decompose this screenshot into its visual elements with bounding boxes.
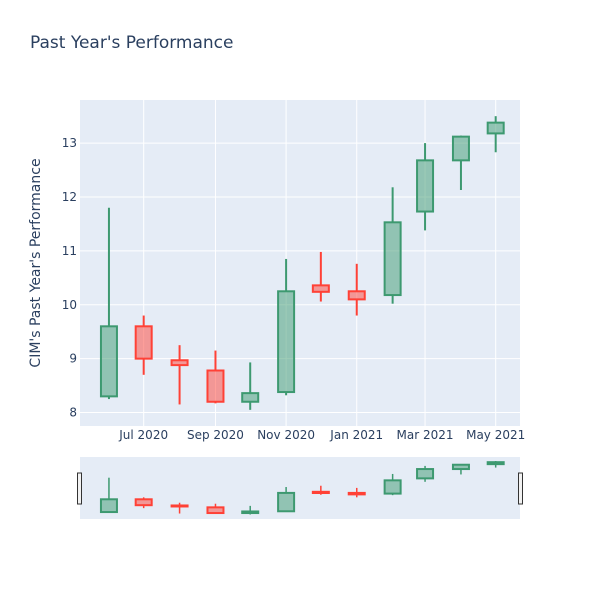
candle bbox=[383, 187, 402, 304]
x-tick-label: Sep 2020 bbox=[187, 428, 244, 442]
slider-candle bbox=[206, 503, 225, 515]
x-tick-label: May 2021 bbox=[466, 428, 525, 442]
slider-candle-body bbox=[277, 491, 296, 513]
slider-candle bbox=[241, 505, 260, 515]
candle bbox=[241, 362, 260, 410]
candle-body bbox=[347, 290, 366, 301]
y-tick-labels: 8 9 10 11 12 13 bbox=[62, 136, 77, 419]
y-tick-label: 13 bbox=[62, 136, 77, 150]
candle bbox=[134, 315, 153, 375]
y-tick-label: 11 bbox=[62, 244, 77, 258]
candle bbox=[311, 251, 330, 302]
range-slider[interactable] bbox=[80, 457, 520, 519]
chart-title: Past Year's Performance bbox=[30, 33, 234, 53]
slider-candle-body bbox=[241, 510, 260, 515]
candle bbox=[486, 116, 505, 153]
candle-body bbox=[451, 135, 470, 162]
candle bbox=[277, 258, 296, 396]
slider-candle bbox=[134, 497, 153, 509]
slider-candle bbox=[277, 487, 296, 513]
candle bbox=[206, 350, 225, 404]
y-axis-label: CIM's Past Year's Performance bbox=[28, 158, 44, 367]
slider-candle bbox=[170, 502, 189, 514]
candle bbox=[451, 135, 470, 190]
candle-body bbox=[170, 359, 189, 367]
x-tick-label: Mar 2021 bbox=[397, 428, 454, 442]
candle-body bbox=[134, 325, 153, 360]
range-slider-handle-left[interactable] bbox=[77, 472, 82, 505]
candle bbox=[99, 207, 118, 400]
x-tick-label: Jul 2020 bbox=[118, 428, 168, 442]
y-tick-label: 12 bbox=[62, 190, 77, 204]
y-tick-label: 9 bbox=[69, 352, 77, 366]
x-tick-labels: Jul 2020 Sep 2020 Nov 2020 Jan 2021 Mar 2021… bbox=[118, 428, 525, 442]
slider-candles bbox=[99, 461, 505, 515]
candle-body bbox=[311, 284, 330, 293]
slider-candle bbox=[311, 485, 330, 495]
candle-body bbox=[206, 369, 225, 403]
slider-candle bbox=[416, 465, 435, 482]
y-tick-label: 10 bbox=[62, 298, 77, 312]
slider-candle-body bbox=[311, 490, 330, 495]
y-tick-label: 8 bbox=[69, 406, 77, 420]
slider-candle-body bbox=[206, 506, 225, 515]
plot-background bbox=[80, 100, 520, 426]
slider-candle bbox=[383, 473, 402, 496]
candle-body bbox=[383, 221, 402, 297]
slider-candle-body bbox=[451, 463, 470, 471]
slider-candle bbox=[99, 477, 118, 514]
slider-candle-body bbox=[134, 498, 153, 507]
x-tick-label: Jan 2021 bbox=[329, 428, 383, 442]
candle-body bbox=[486, 121, 505, 135]
slider-candle-body bbox=[170, 504, 189, 508]
slider-candle bbox=[486, 461, 505, 468]
slider-candle-body bbox=[486, 461, 505, 466]
candle-body bbox=[416, 159, 435, 213]
candle-body bbox=[241, 392, 260, 403]
slider-candle bbox=[451, 463, 470, 475]
slider-candle-body bbox=[347, 491, 366, 496]
candle bbox=[170, 345, 189, 405]
candle-body bbox=[277, 290, 296, 394]
candle-body bbox=[99, 325, 118, 398]
candles bbox=[99, 116, 505, 410]
slider-candle-body bbox=[416, 468, 435, 480]
candle bbox=[416, 143, 435, 231]
slider-candle-body bbox=[383, 479, 402, 495]
range-slider-handle-right[interactable] bbox=[518, 472, 523, 505]
slider-candle bbox=[347, 487, 366, 498]
x-tick-label: Nov 2020 bbox=[257, 428, 315, 442]
slider-candle-body bbox=[99, 498, 118, 514]
candle bbox=[347, 263, 366, 316]
